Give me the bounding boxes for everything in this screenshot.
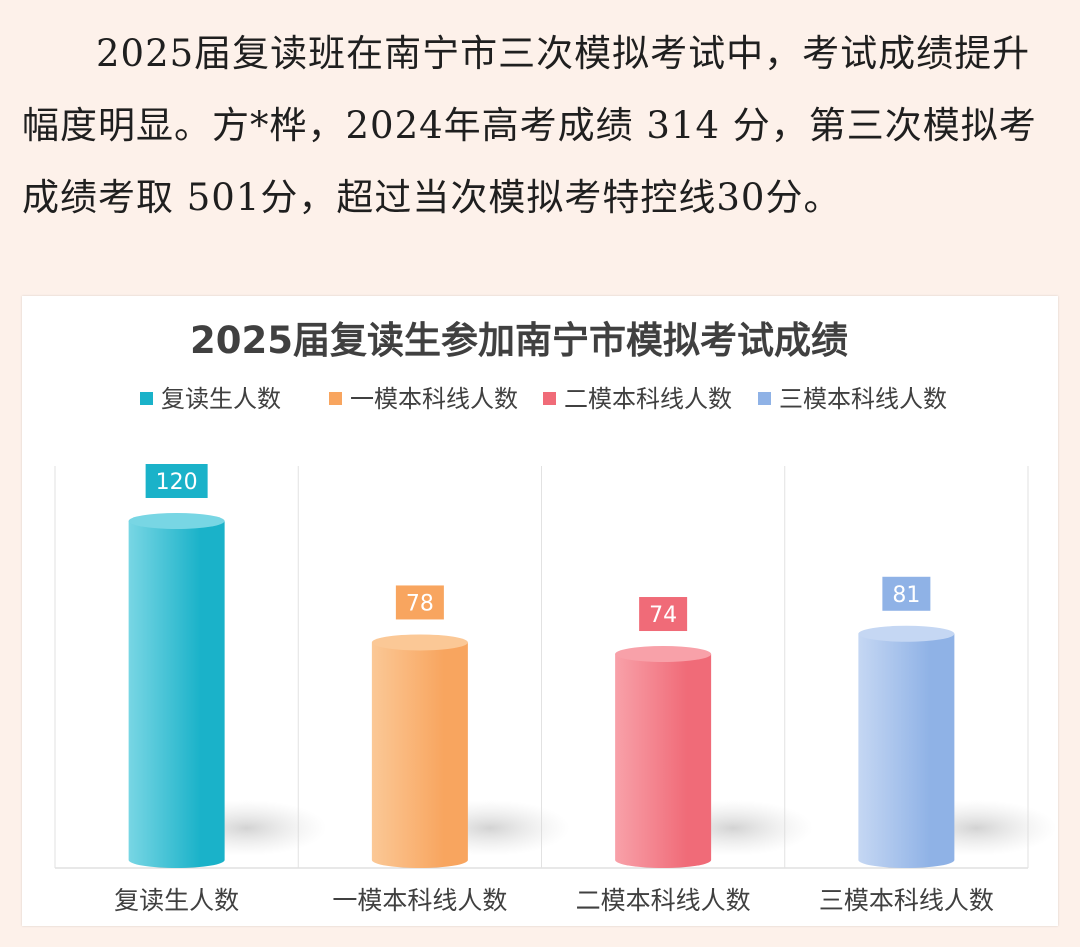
chart-card: 2025届复读生参加南宁市模拟考试成绩 复读生人数 一模本科线人数 二模本科线人数 三模… <box>22 296 1058 926</box>
data-label: 74 <box>649 603 677 628</box>
legend-label: 复读生人数 <box>161 385 281 413</box>
legend-label: 二模本科线人数 <box>564 385 732 413</box>
bar <box>615 654 712 868</box>
data-label: 81 <box>892 583 920 608</box>
bar-cap <box>858 625 955 642</box>
bar-cap <box>371 634 468 651</box>
legend-swatch <box>543 392 556 405</box>
data-label-box <box>639 597 688 632</box>
category-label: 复读生人数 <box>114 886 239 915</box>
chart-title: 2025届复读生参加南宁市模拟考试成绩 <box>190 319 848 362</box>
legend-swatch <box>140 392 153 405</box>
data-label-box <box>395 585 444 620</box>
data-label: 120 <box>156 470 198 495</box>
category-label: 三模本科线人数 <box>819 886 994 915</box>
bar <box>858 633 955 868</box>
bar <box>371 642 468 868</box>
data-label-box <box>145 464 208 498</box>
category-label: 一模本科线人数 <box>332 886 507 915</box>
legend-swatch <box>329 392 342 405</box>
legend-label: 一模本科线人数 <box>350 385 518 413</box>
bar-cap <box>128 513 225 529</box>
category-label: 二模本科线人数 <box>576 886 751 915</box>
bar <box>128 521 225 868</box>
data-label-box <box>882 576 931 611</box>
legend-swatch <box>758 392 771 405</box>
bar-cap <box>615 646 712 663</box>
article-paragraph-text: 2025届复读班在南宁市三次模拟考试中，考试成绩提升幅度明显。方*桦，2024年… <box>22 32 1037 219</box>
legend-label: 三模本科线人数 <box>779 385 947 413</box>
data-label: 78 <box>406 591 434 616</box>
article-paragraph: 2025届复读班在南宁市三次模拟考试中，考试成绩提升幅度明显。方*桦，2024年… <box>22 18 1062 234</box>
